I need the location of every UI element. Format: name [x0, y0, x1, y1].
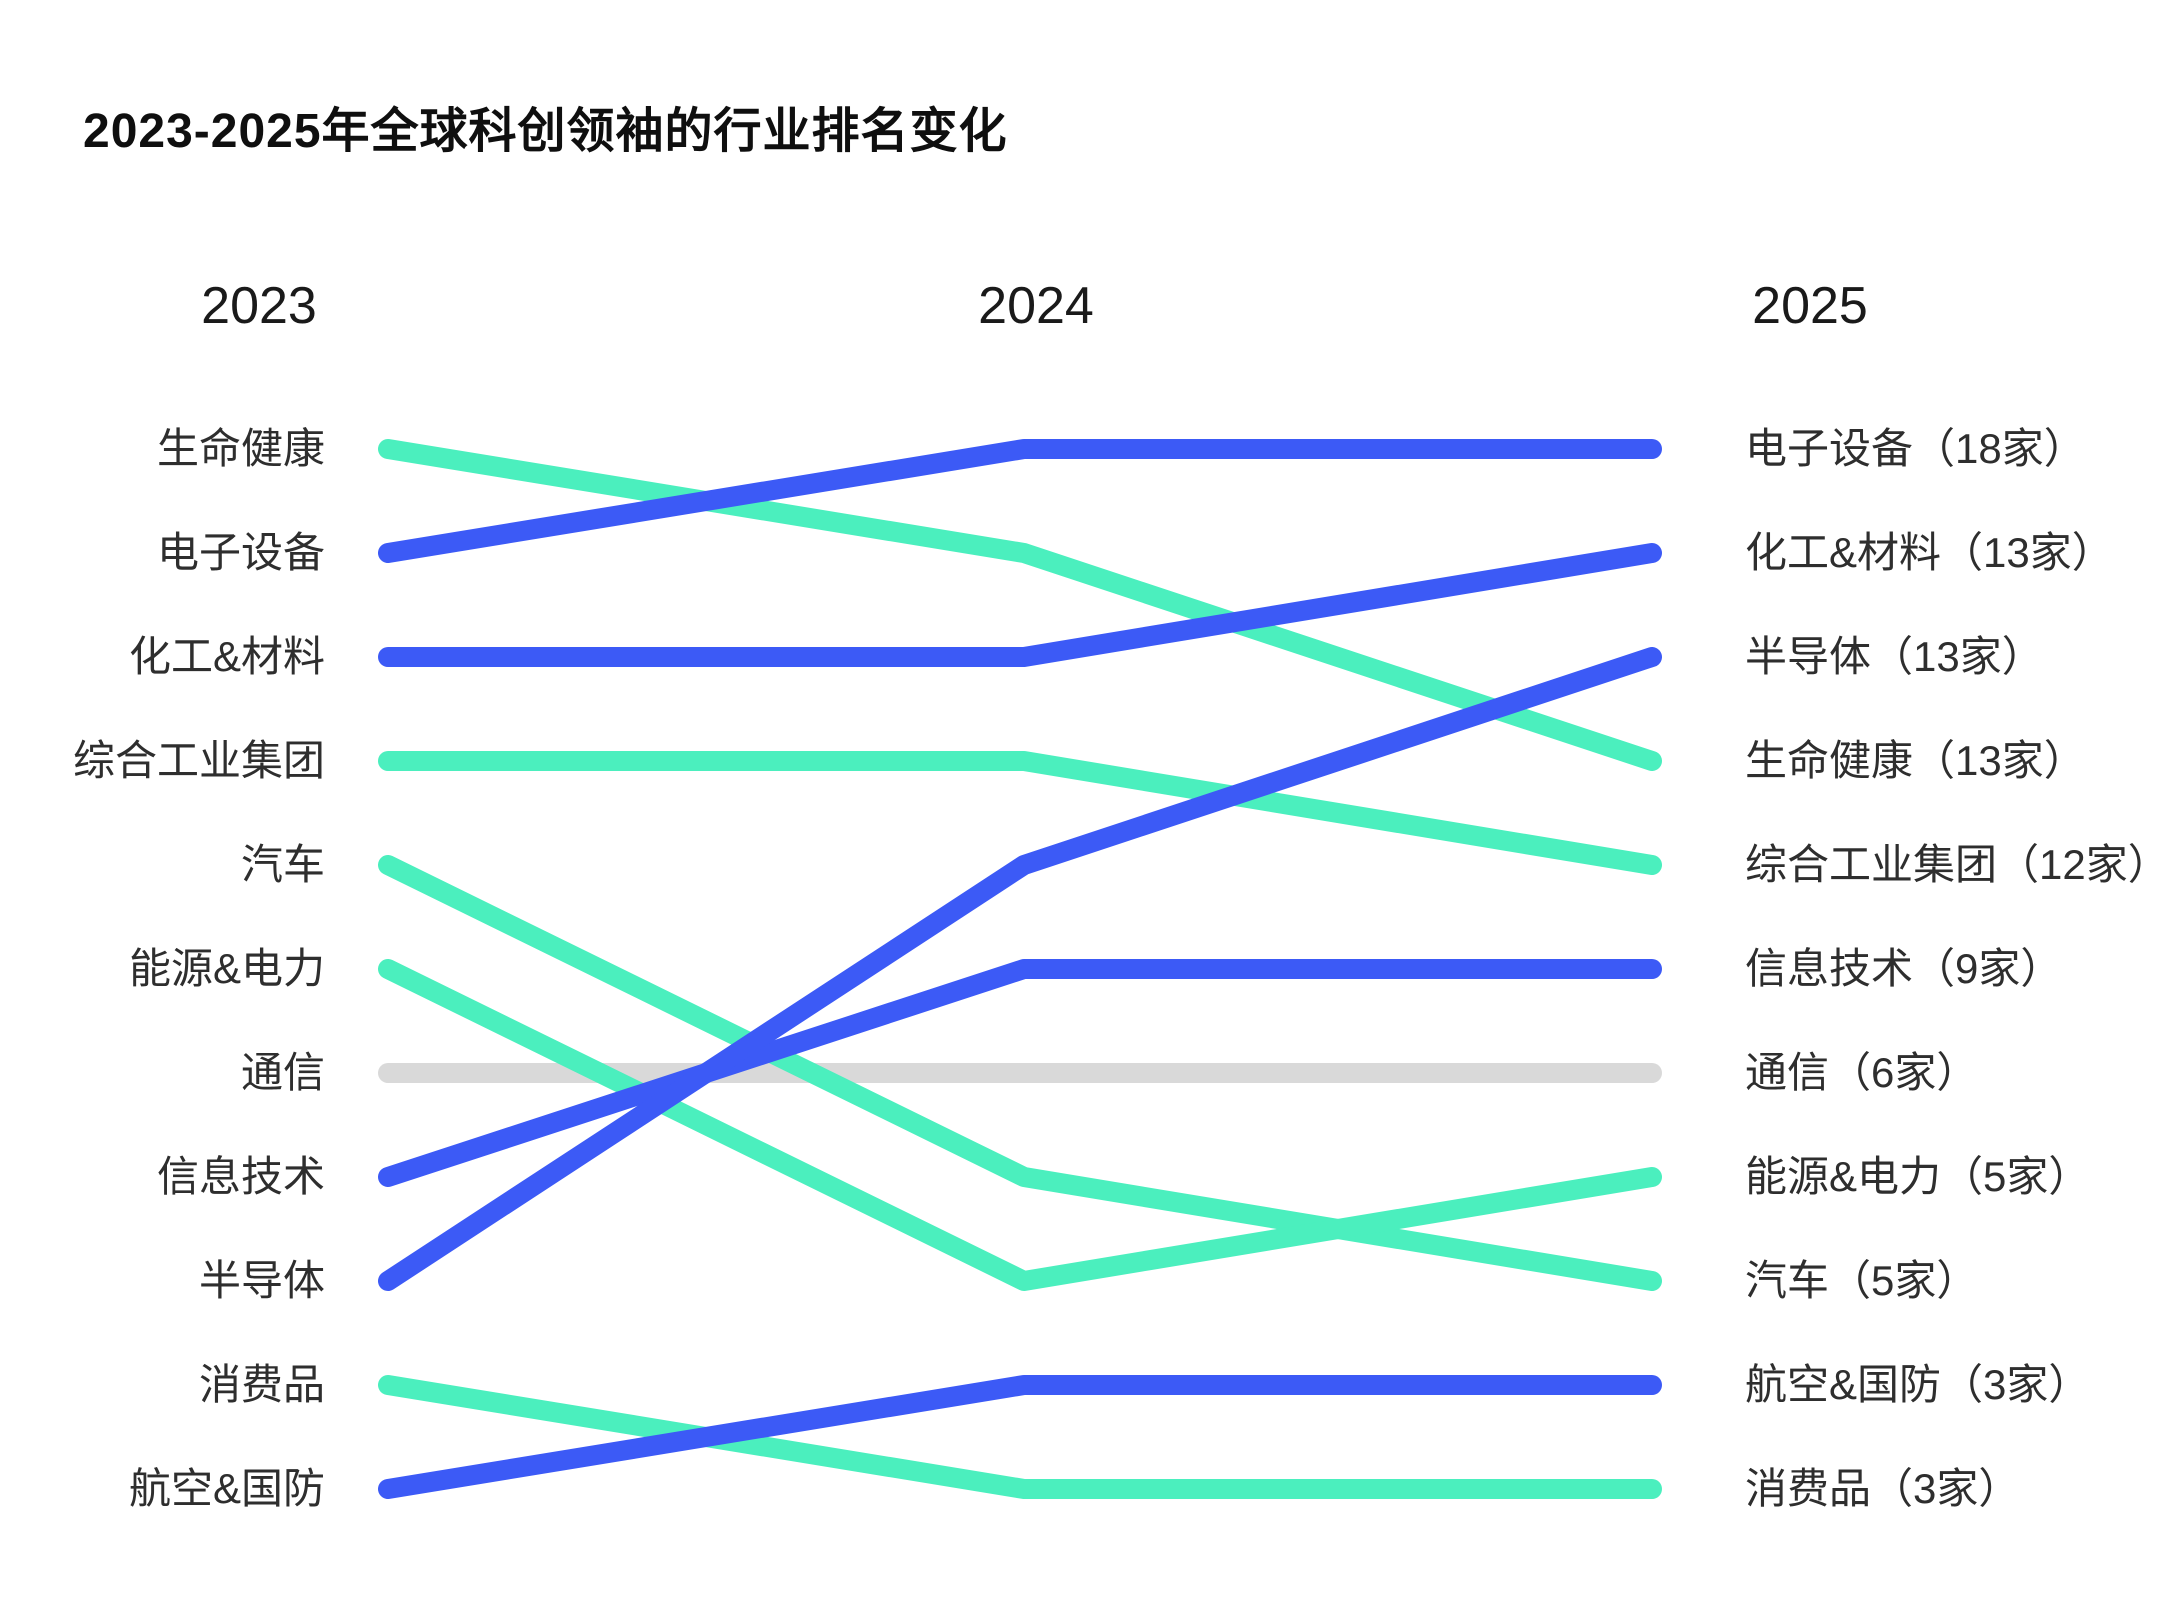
rank-label-2023-semiconductor: 半导体 [198, 1257, 325, 1304]
line-semiconductor [378, 647, 1662, 1291]
line-industrial-conglomerate [378, 751, 1662, 875]
line-consumer-goods [378, 1375, 1662, 1499]
rank-label-2023-telecom: 通信 [240, 1049, 325, 1096]
rank-label-2023-automotive: 汽车 [240, 841, 325, 888]
rank-label-2023-information-technology: 信息技术 [156, 1153, 325, 1200]
chart-title: 2023-2025年全球科创领袖的行业排名变化 [83, 105, 1008, 158]
rank-label-2023-aerospace-defense: 航空&国防 [128, 1465, 325, 1512]
line-electronic-equipment [378, 439, 1662, 563]
rank-label-2023-electronic-equipment: 电子设备 [156, 529, 325, 576]
line-information-technology [378, 959, 1662, 1187]
rank-label-2025-information-technology: 信息技术（9家） [1745, 945, 2063, 992]
rank-label-2025-life-health: 生命健康（13家） [1745, 737, 2086, 784]
year-header-2024: 2024 [978, 277, 1094, 335]
rank-label-2025-aerospace-defense: 航空&国防（3家） [1745, 1361, 2091, 1408]
rank-label-2025-energy-power: 能源&电力（5家） [1745, 1153, 2091, 1200]
rank-label-2025-electronic-equipment: 电子设备（18家） [1745, 425, 2086, 472]
rank-label-2023-energy-power: 能源&电力 [128, 945, 325, 992]
year-header-2025: 2025 [1752, 277, 1868, 335]
rank-label-2023-life-health: 生命健康 [156, 425, 325, 472]
rank-label-2023-industrial-conglomerate: 综合工业集团 [72, 737, 325, 784]
rank-label-2025-chemicals-materials: 化工&材料（13家） [1745, 529, 2114, 576]
line-automotive [378, 855, 1662, 1291]
line-aerospace-defense [378, 1375, 1662, 1499]
line-life-health [378, 439, 1662, 771]
line-chemicals-materials [378, 543, 1662, 667]
rank-label-2025-industrial-conglomerate: 综合工业集团（12家） [1745, 841, 2170, 888]
line-energy-power [378, 959, 1662, 1291]
rank-label-2023-chemicals-materials: 化工&材料 [128, 633, 325, 680]
year-header-2023: 2023 [201, 277, 317, 335]
rank-label-2025-automotive: 汽车（5家） [1745, 1257, 1979, 1304]
rank-label-2023-consumer-goods: 消费品 [198, 1361, 325, 1408]
rank-label-2025-consumer-goods: 消费品（3家） [1745, 1465, 2021, 1512]
rank-label-2025-semiconductor: 半导体（13家） [1745, 633, 2044, 680]
rank-label-2025-telecom: 通信（6家） [1745, 1049, 1979, 1096]
